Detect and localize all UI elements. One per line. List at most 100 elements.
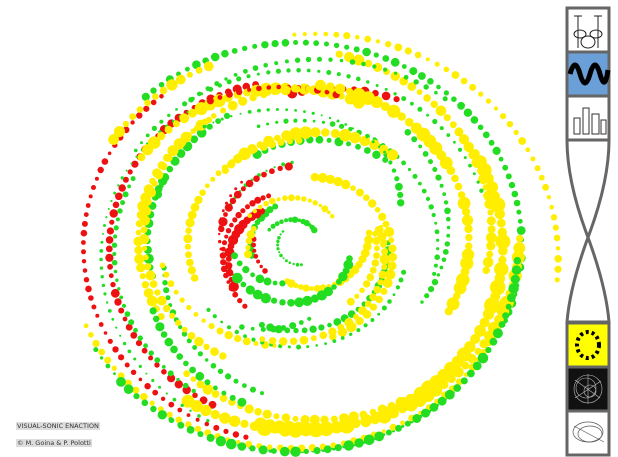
dot: [189, 409, 192, 412]
dot: [302, 39, 309, 46]
dot: [370, 414, 380, 425]
dot: [226, 91, 233, 98]
dot: [508, 283, 519, 294]
dot: [249, 200, 256, 207]
dot: [493, 106, 499, 111]
dot: [340, 420, 353, 433]
dot: [272, 280, 278, 286]
dot: [280, 325, 287, 331]
dot: [468, 163, 472, 168]
dot: [477, 167, 484, 175]
dot: [271, 297, 278, 304]
dot: [235, 211, 242, 219]
dot: [154, 362, 160, 368]
dot: [175, 108, 178, 111]
dot: [130, 162, 133, 165]
dot: [364, 35, 372, 43]
dot: [123, 384, 134, 395]
dot: [485, 98, 492, 104]
dot: [375, 39, 381, 44]
dot: [150, 99, 157, 106]
dot: [219, 252, 227, 259]
dot: [150, 405, 157, 413]
dot: [149, 280, 158, 288]
dot: [259, 264, 263, 269]
dot: [221, 246, 226, 252]
dot: [136, 112, 143, 119]
dot: [149, 400, 155, 406]
dot: [204, 183, 210, 189]
dot: [130, 369, 137, 375]
dot: [186, 426, 195, 434]
dots-icon: [575, 330, 601, 360]
dot: [225, 255, 232, 262]
dot: [108, 273, 114, 279]
dot: [488, 139, 495, 146]
dot: [302, 295, 313, 306]
dot: [279, 299, 286, 306]
dot: [439, 265, 444, 270]
dot: [295, 137, 303, 144]
dot: [99, 249, 104, 253]
dot: [146, 187, 156, 198]
dot: [213, 385, 218, 391]
dot: [105, 216, 108, 219]
dot: [355, 34, 360, 40]
dot: [208, 400, 217, 409]
dot: [277, 138, 285, 146]
dot: [206, 433, 215, 442]
dot: [407, 82, 417, 91]
dot: [460, 77, 468, 85]
dot: [366, 273, 375, 282]
drums-button[interactable]: [565, 6, 611, 54]
dot: [246, 230, 255, 239]
dot: [237, 442, 247, 451]
dot: [197, 431, 204, 438]
dot: [446, 166, 456, 175]
dot: [232, 431, 240, 438]
dot: [225, 373, 232, 380]
dot: [186, 304, 192, 311]
dot: [334, 444, 342, 452]
dot: [159, 262, 166, 269]
dot: [369, 266, 377, 274]
dot: [261, 41, 269, 49]
dot: [299, 126, 312, 139]
dots-button[interactable]: [565, 321, 611, 369]
dot: [201, 118, 209, 126]
dot: [202, 384, 214, 395]
dot: [233, 378, 239, 384]
dot: [429, 402, 439, 412]
dot: [471, 157, 483, 169]
dot: [444, 241, 450, 247]
dot: [135, 229, 142, 236]
dot: [516, 234, 524, 243]
dot: [446, 225, 451, 230]
dot: [418, 181, 422, 186]
dot: [394, 176, 400, 182]
dot: [302, 284, 310, 292]
dot: [326, 70, 332, 75]
dot: [110, 288, 120, 298]
dot: [284, 218, 289, 223]
dot: [305, 56, 312, 63]
dot: [213, 424, 220, 431]
dot: [140, 226, 148, 234]
dot: [230, 115, 233, 118]
dot: [240, 419, 249, 428]
dot: [435, 174, 442, 181]
dot: [461, 214, 474, 226]
dot: [94, 176, 99, 181]
tool-panel: [565, 6, 611, 457]
dot: [289, 337, 298, 345]
dot: [384, 226, 395, 238]
dot: [85, 285, 92, 293]
dot: [159, 94, 164, 99]
dot: [395, 182, 403, 191]
dot: [301, 196, 307, 202]
dot: [228, 159, 235, 166]
bottles-button[interactable]: [565, 94, 611, 142]
dot: [263, 277, 272, 286]
dot: [482, 308, 495, 320]
dot: [172, 397, 177, 402]
